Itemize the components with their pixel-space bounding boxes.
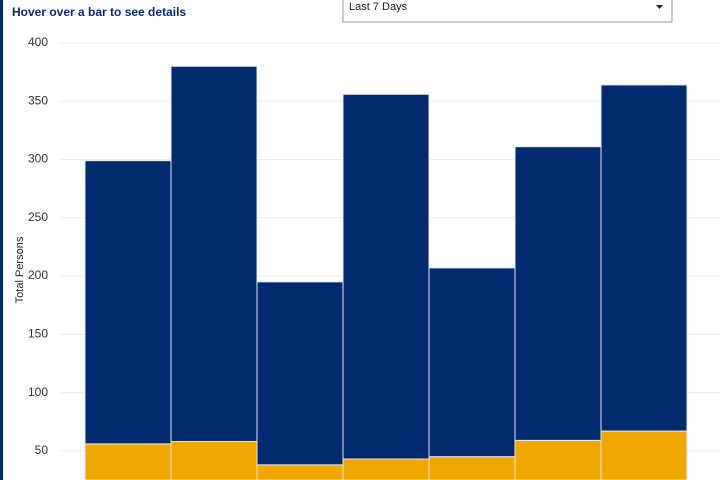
dropdown-caret[interactable]	[656, 5, 663, 9]
bar-segment	[256, 281, 344, 466]
bar-segment	[84, 160, 172, 445]
bar-segment	[514, 146, 602, 441]
y-tick-label: 300	[28, 152, 48, 166]
y-axis-label: Total Persons	[14, 236, 26, 303]
y-tick-label: 150	[28, 327, 48, 341]
y-tick-label: 200	[28, 268, 48, 282]
bar-segment	[256, 464, 344, 480]
y-tick-label: 50	[35, 443, 49, 457]
dropdown-label[interactable]: Last 7 Days	[349, 1, 408, 13]
bar-segment	[428, 456, 516, 480]
hint-text: Hover over a bar to see details	[12, 5, 186, 19]
bar-segment	[600, 430, 688, 480]
dropdown-box[interactable]	[342, 0, 673, 23]
y-tick-label: 250	[28, 210, 48, 224]
y-tick-label: 400	[28, 35, 48, 49]
y-tick-label: 100	[28, 385, 48, 399]
dropdown[interactable]: Last 7 Days	[342, 0, 673, 23]
bar-segment	[342, 93, 430, 460]
bar-segment	[514, 439, 602, 480]
bar-segment	[342, 458, 430, 480]
bar-segment	[600, 84, 688, 432]
y-tick-label: 350	[28, 93, 48, 107]
left-border	[0, 0, 3, 480]
bar-segment	[170, 441, 258, 480]
bar-segment	[170, 65, 258, 443]
bar-segment	[428, 267, 516, 458]
bar-segment	[84, 443, 172, 480]
